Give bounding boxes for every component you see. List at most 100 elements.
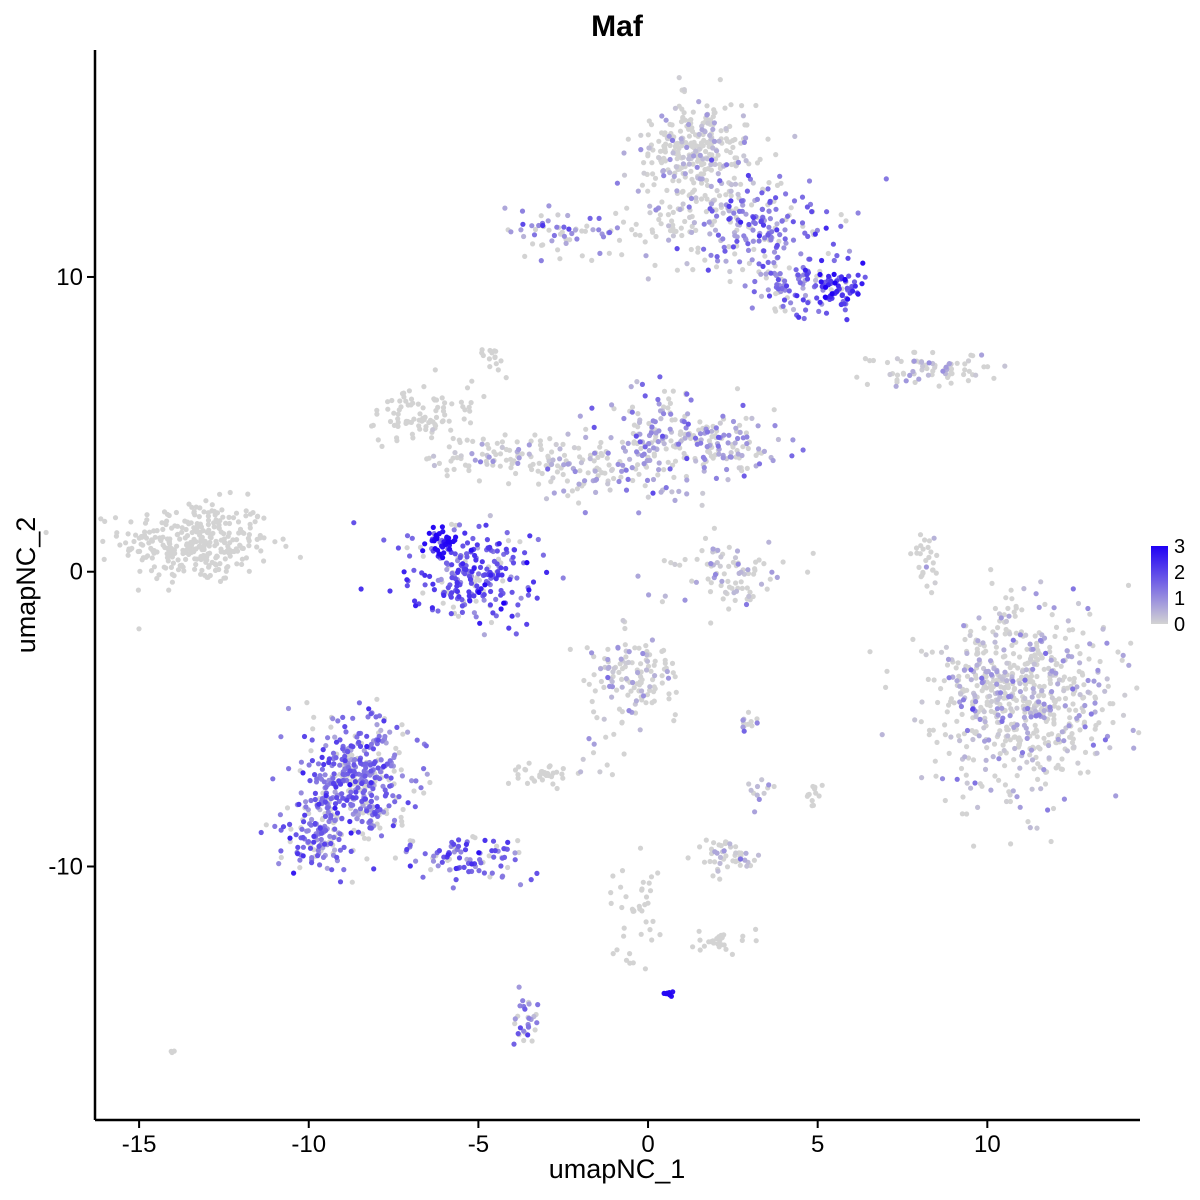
cell-point	[1035, 656, 1041, 663]
cell-point	[601, 684, 607, 691]
cell-point	[247, 521, 253, 527]
cell-point	[831, 257, 837, 264]
cell-point	[340, 777, 346, 784]
cell-point	[754, 716, 760, 722]
cell-point	[378, 727, 384, 734]
cell-point	[546, 772, 552, 779]
cell-point	[712, 849, 718, 855]
cell-point	[1064, 748, 1070, 754]
cell-point	[725, 440, 731, 446]
cell-point	[740, 724, 746, 730]
cell-point	[723, 946, 729, 952]
cell-point	[977, 716, 983, 723]
cell-point	[766, 224, 772, 230]
cell-point	[995, 625, 1001, 631]
cell-point	[657, 212, 664, 218]
cell-point	[1029, 786, 1035, 792]
cell-point	[708, 620, 714, 626]
cell-point	[733, 844, 739, 850]
cell-point	[561, 488, 567, 494]
cell-point	[368, 741, 374, 747]
cell-point	[694, 556, 700, 562]
cell-point	[716, 934, 722, 940]
cell-point	[722, 589, 729, 596]
cell-point	[733, 850, 739, 856]
cell-point	[517, 882, 524, 888]
cell-point	[1067, 676, 1073, 682]
cell-point	[341, 867, 347, 873]
cell-point	[1051, 605, 1057, 611]
cell-point	[523, 767, 529, 773]
cell-point	[462, 407, 468, 413]
cell-point	[164, 518, 170, 524]
cell-point	[767, 216, 774, 222]
cell-point	[332, 826, 338, 832]
cell-point	[206, 564, 212, 570]
cell-point	[592, 468, 598, 474]
cell-point	[1051, 712, 1057, 718]
cell-point	[546, 764, 552, 770]
cell-point	[1136, 730, 1142, 736]
cell-point	[670, 670, 676, 676]
cell-point	[456, 855, 463, 861]
cell-point	[639, 182, 646, 188]
cell-point	[170, 560, 176, 566]
cell-point	[656, 401, 662, 407]
cell-point	[470, 438, 476, 444]
cell-point	[183, 556, 189, 563]
cell-point	[740, 402, 746, 408]
cell-point	[1013, 630, 1019, 636]
cell-point	[720, 210, 726, 216]
cell-point	[777, 232, 783, 238]
cell-point	[716, 193, 723, 199]
cell-point	[619, 868, 626, 874]
cell-point	[749, 415, 755, 421]
cell-point	[918, 574, 924, 580]
cell-point	[1042, 781, 1049, 787]
cell-point	[639, 908, 645, 914]
cell-point	[486, 454, 492, 460]
cell-point	[689, 223, 695, 229]
cell-point	[813, 277, 819, 283]
cell-point	[903, 378, 909, 384]
cell-point	[711, 525, 718, 531]
cell-point	[591, 672, 597, 678]
cell-point	[964, 811, 970, 817]
cell-point	[414, 737, 420, 743]
cell-point	[535, 468, 541, 474]
cell-point	[649, 637, 656, 643]
cell-point	[391, 817, 398, 824]
cell-point	[659, 673, 665, 679]
cell-point	[689, 144, 695, 150]
cell-point	[792, 133, 798, 139]
cell-point	[372, 759, 378, 765]
cell-point	[1003, 798, 1010, 805]
cell-point	[645, 188, 651, 194]
cell-point	[723, 126, 729, 132]
cell-point	[1007, 737, 1013, 743]
cell-point	[417, 426, 423, 432]
cell-point	[360, 790, 366, 796]
cell-point	[1122, 692, 1128, 698]
cell-point	[526, 442, 532, 448]
cell-point	[728, 182, 735, 188]
cell-point	[1058, 663, 1064, 669]
cell-point	[968, 667, 974, 673]
cell-point	[1024, 759, 1030, 765]
cell-point	[1091, 678, 1097, 684]
cell-point	[809, 798, 815, 804]
x-tick-label: 5	[811, 1131, 824, 1158]
cell-point	[431, 462, 437, 469]
cell-point	[441, 592, 447, 599]
cell-point	[317, 773, 323, 779]
cell-point	[746, 593, 752, 600]
cell-point	[911, 349, 917, 355]
cell-point	[674, 246, 680, 252]
cell-point	[515, 838, 521, 844]
cell-point	[392, 855, 398, 861]
cell-point	[252, 519, 258, 525]
cell-point	[715, 547, 721, 553]
cell-point	[1087, 641, 1093, 647]
cell-point	[726, 208, 732, 214]
cell-point	[798, 251, 804, 257]
